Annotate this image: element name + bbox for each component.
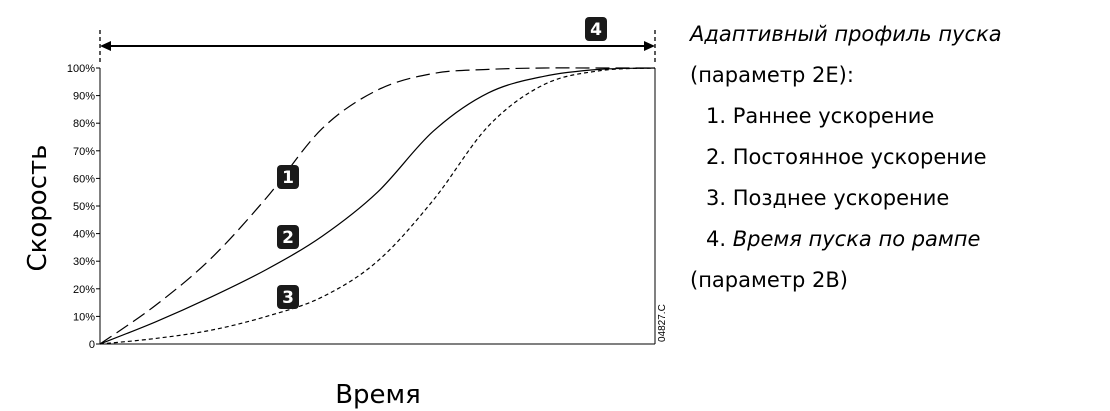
curve-1: [99, 67, 655, 345]
y-tick-label: 30%: [73, 256, 95, 268]
badge-curve-3-text: 3: [282, 288, 294, 308]
badge-curve-2-box: [277, 225, 299, 249]
badge-curve-2-text: 2: [282, 228, 294, 248]
y-tick-label: 50%: [73, 201, 95, 213]
y-axis-title: Скорость: [23, 145, 53, 272]
span-arrow-right-head: [644, 41, 655, 51]
span-arrow-left-head: [100, 41, 111, 51]
legend-item-2: 2. Постоянное ускорение: [706, 145, 987, 169]
badge-curve-2: 2: [277, 225, 299, 249]
legend-title-line: Адаптивный профиль пуска: [690, 14, 1106, 55]
legend-param-1: (параметр 2E):: [690, 63, 854, 87]
badge-span-4-text: 4: [590, 20, 602, 40]
curve-2: [99, 67, 656, 345]
badge-span-4-box: [585, 17, 607, 41]
legend-item-4: 4. Время пуска по рампе: [690, 219, 1106, 260]
badge-curve-1: 1: [277, 165, 299, 189]
badge-curve-3: 3: [277, 285, 299, 309]
legend-param-2: (параметр 2B): [690, 268, 848, 292]
x-axis-title: Время: [335, 380, 421, 410]
legend-item-1: 1. Раннее ускорение: [706, 104, 935, 128]
y-tick-label: 100%: [67, 63, 95, 75]
legend-item-3: 3. Позднее ускорение: [706, 186, 950, 210]
y-tick-label: 10%: [73, 311, 95, 323]
y-tick-label: 0: [89, 339, 95, 351]
y-tick-label: 40%: [73, 229, 95, 241]
badge-curve-1-text: 1: [282, 168, 294, 188]
legend-title: Адаптивный профиль пуска: [690, 22, 1002, 46]
curve-badges: 1 2 3: [277, 165, 299, 309]
figure-code: 04827.C: [657, 304, 668, 342]
y-tick-label: 90%: [73, 91, 95, 103]
profile-description: Адаптивный профиль пуска (параметр 2E): …: [690, 14, 1106, 301]
y-tick-label: 80%: [73, 118, 95, 130]
badge-span-4: 4: [585, 17, 607, 41]
y-tick-label: 20%: [73, 284, 95, 296]
legend-item-4-text: Время пуска по рампе: [732, 227, 981, 251]
y-tick-label: 60%: [73, 173, 95, 185]
plot-frame: [99, 68, 656, 345]
y-tick-label: 70%: [73, 146, 95, 158]
speed-time-chart: 4 0 10% 20% 30% 40% 50% 60% 70% 80% 90% 100% 1 2 3 С…: [23, 17, 668, 410]
badge-curve-3-box: [277, 285, 299, 309]
y-axis-ticks: 0 10% 20% 30% 40% 50% 60% 70% 80% 90% 100%: [67, 63, 100, 351]
ramp-time-span: 4: [99, 17, 656, 64]
badge-curve-1-box: [277, 165, 299, 189]
legend-item-4-number: 4.: [706, 227, 733, 251]
curve-3: [99, 67, 656, 345]
curves: [99, 67, 656, 345]
